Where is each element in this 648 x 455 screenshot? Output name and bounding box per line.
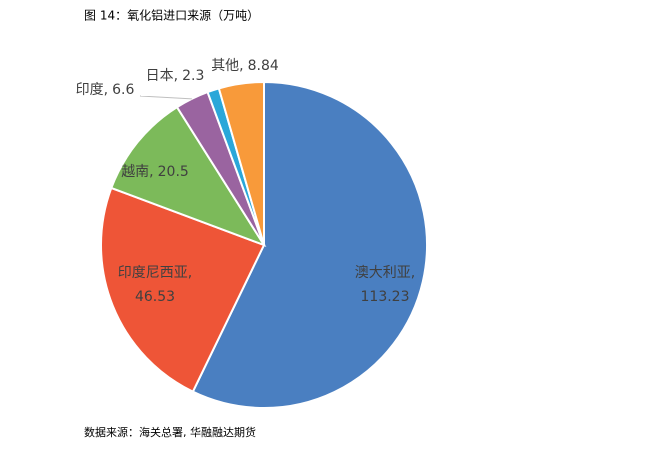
label-category: 印度尼西亚, <box>118 265 192 281</box>
label-value: 113.23 <box>361 289 410 305</box>
pie <box>100 80 428 409</box>
label-value: 6.6 <box>112 82 134 98</box>
data-label: 印度尼西亚, 46.53 <box>118 265 192 305</box>
label-category: 其他, <box>211 58 243 74</box>
label-value: 46.53 <box>135 289 175 305</box>
source: 数据来源：海关总署, 华融融达期货 <box>84 425 256 439</box>
label-value: 2.3 <box>182 68 204 84</box>
slice <box>100 186 266 393</box>
slice <box>110 105 267 247</box>
label-category: 日本, <box>146 68 178 84</box>
data-label: 日本,2.3 <box>146 68 205 84</box>
label-category: 越南, <box>121 164 153 180</box>
chart-title: 图 14：氧化铝进口来源（万吨） <box>84 8 259 23</box>
data-label: 澳大利亚, 113.23 <box>355 265 415 305</box>
slice <box>191 80 428 409</box>
labels: 澳大利亚, 113.23 印度尼西亚, 46.53 越南, 20.5 印度,6.6 日本,2.… <box>76 58 416 305</box>
data-label: 其他, 8.84 <box>211 58 279 74</box>
data-label: 越南, 20.5 <box>121 164 189 180</box>
leader-line <box>139 95 192 100</box>
label-value: 20.5 <box>158 164 189 180</box>
slice <box>217 80 265 246</box>
label-value: 8.84 <box>248 58 279 74</box>
data-label: 印度,6.6 <box>76 82 135 98</box>
label-category: 澳大利亚, <box>355 265 415 281</box>
label-category: 印度, <box>76 82 108 98</box>
